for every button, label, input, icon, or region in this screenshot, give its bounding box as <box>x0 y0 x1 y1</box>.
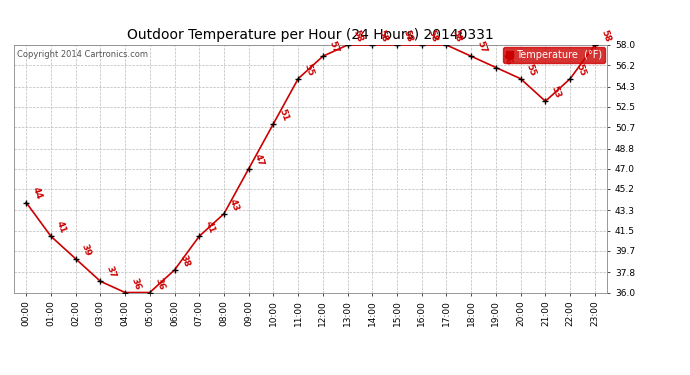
Text: 53: 53 <box>549 85 562 100</box>
Text: 58: 58 <box>426 29 439 44</box>
Text: 57: 57 <box>327 40 339 55</box>
Text: Copyright 2014 Cartronics.com: Copyright 2014 Cartronics.com <box>17 50 148 59</box>
Text: 44: 44 <box>30 186 43 201</box>
Legend: Temperature  (°F): Temperature (°F) <box>502 47 605 63</box>
Text: 55: 55 <box>302 63 315 77</box>
Text: 58: 58 <box>599 29 612 44</box>
Text: 58: 58 <box>352 29 364 44</box>
Text: 56: 56 <box>500 51 513 66</box>
Text: 41: 41 <box>204 220 216 235</box>
Text: 58: 58 <box>377 29 389 44</box>
Text: 39: 39 <box>80 242 92 257</box>
Text: 58: 58 <box>451 29 464 44</box>
Text: 36: 36 <box>154 276 167 291</box>
Title: Outdoor Temperature per Hour (24 Hours) 20140331: Outdoor Temperature per Hour (24 Hours) … <box>127 28 494 42</box>
Text: 51: 51 <box>277 108 290 122</box>
Text: 58: 58 <box>401 29 414 44</box>
Text: 36: 36 <box>129 276 142 291</box>
Text: 43: 43 <box>228 197 241 212</box>
Text: 37: 37 <box>104 265 117 280</box>
Text: 55: 55 <box>574 63 587 77</box>
Text: 55: 55 <box>525 63 538 77</box>
Text: 57: 57 <box>475 40 488 55</box>
Text: 38: 38 <box>179 254 191 268</box>
Text: 47: 47 <box>253 152 266 167</box>
Text: 41: 41 <box>55 220 68 235</box>
